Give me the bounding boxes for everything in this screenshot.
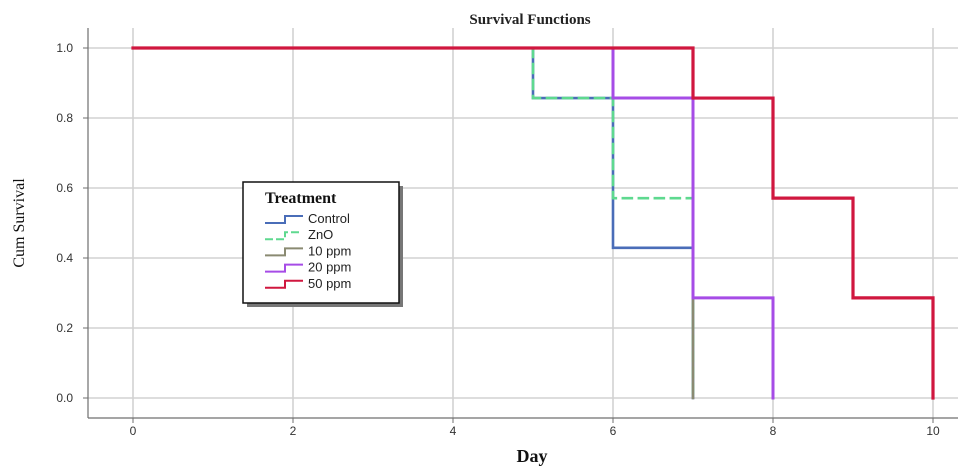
series-line-50-ppm [131,46,935,400]
legend-swatch-20-ppm [265,263,303,273]
x-tick-label-5: 10 [926,424,940,438]
legend-label-20-ppm: 20 ppm [308,260,351,275]
grid-layer [88,28,958,418]
x-tick-label-1: 2 [290,424,297,438]
legend-item-control: Control [265,211,350,226]
legend-box [242,181,400,304]
ticks-layer: 0 2 4 6 8 10 0.0 0.2 0.4 0.6 0.8 1.0 [56,41,940,438]
legend-swatch-10-ppm [265,247,303,257]
y-tick-label-0: 0.0 [56,391,73,405]
y-tick-label-2: 0.4 [56,251,73,265]
legend-label-50-ppm: 50 ppm [308,276,351,291]
chart-title: Survival Functions [469,12,590,28]
x-axis-label: Day [517,446,548,466]
x-tick-label-0: 0 [130,424,137,438]
legend-item-50-ppm: 50 ppm [265,276,351,291]
legend-swatch-50-ppm [265,279,303,289]
x-tick-label-3: 6 [610,424,617,438]
y-axis-label: Cum Survival [11,178,28,268]
legend-swatch-zno [265,231,303,241]
series-layer [131,46,935,400]
series-line-zno [131,46,695,400]
x-tick-label-2: 4 [450,424,457,438]
x-tick-label-4: 8 [770,424,777,438]
series-line-10-ppm [131,46,695,400]
legend-label-10-ppm: 10 ppm [308,243,351,258]
legend-item-10-ppm: 10 ppm [265,243,351,258]
series-line-control [131,46,695,400]
legend-title: Treatment [265,190,337,207]
y-tick-label-4: 0.8 [56,111,73,125]
legend-label-zno: ZnO [308,227,333,242]
legend-item-zno: ZnO [265,227,333,242]
legend-swatch-control [265,215,303,224]
axes-layer [87,28,958,419]
y-tick-label-3: 0.6 [56,181,73,195]
legend-item-20-ppm: 20 ppm [265,260,351,275]
y-tick-label-1: 0.2 [56,321,73,335]
y-tick-label-5: 1.0 [56,41,73,55]
legend-label-control: Control [308,211,350,226]
